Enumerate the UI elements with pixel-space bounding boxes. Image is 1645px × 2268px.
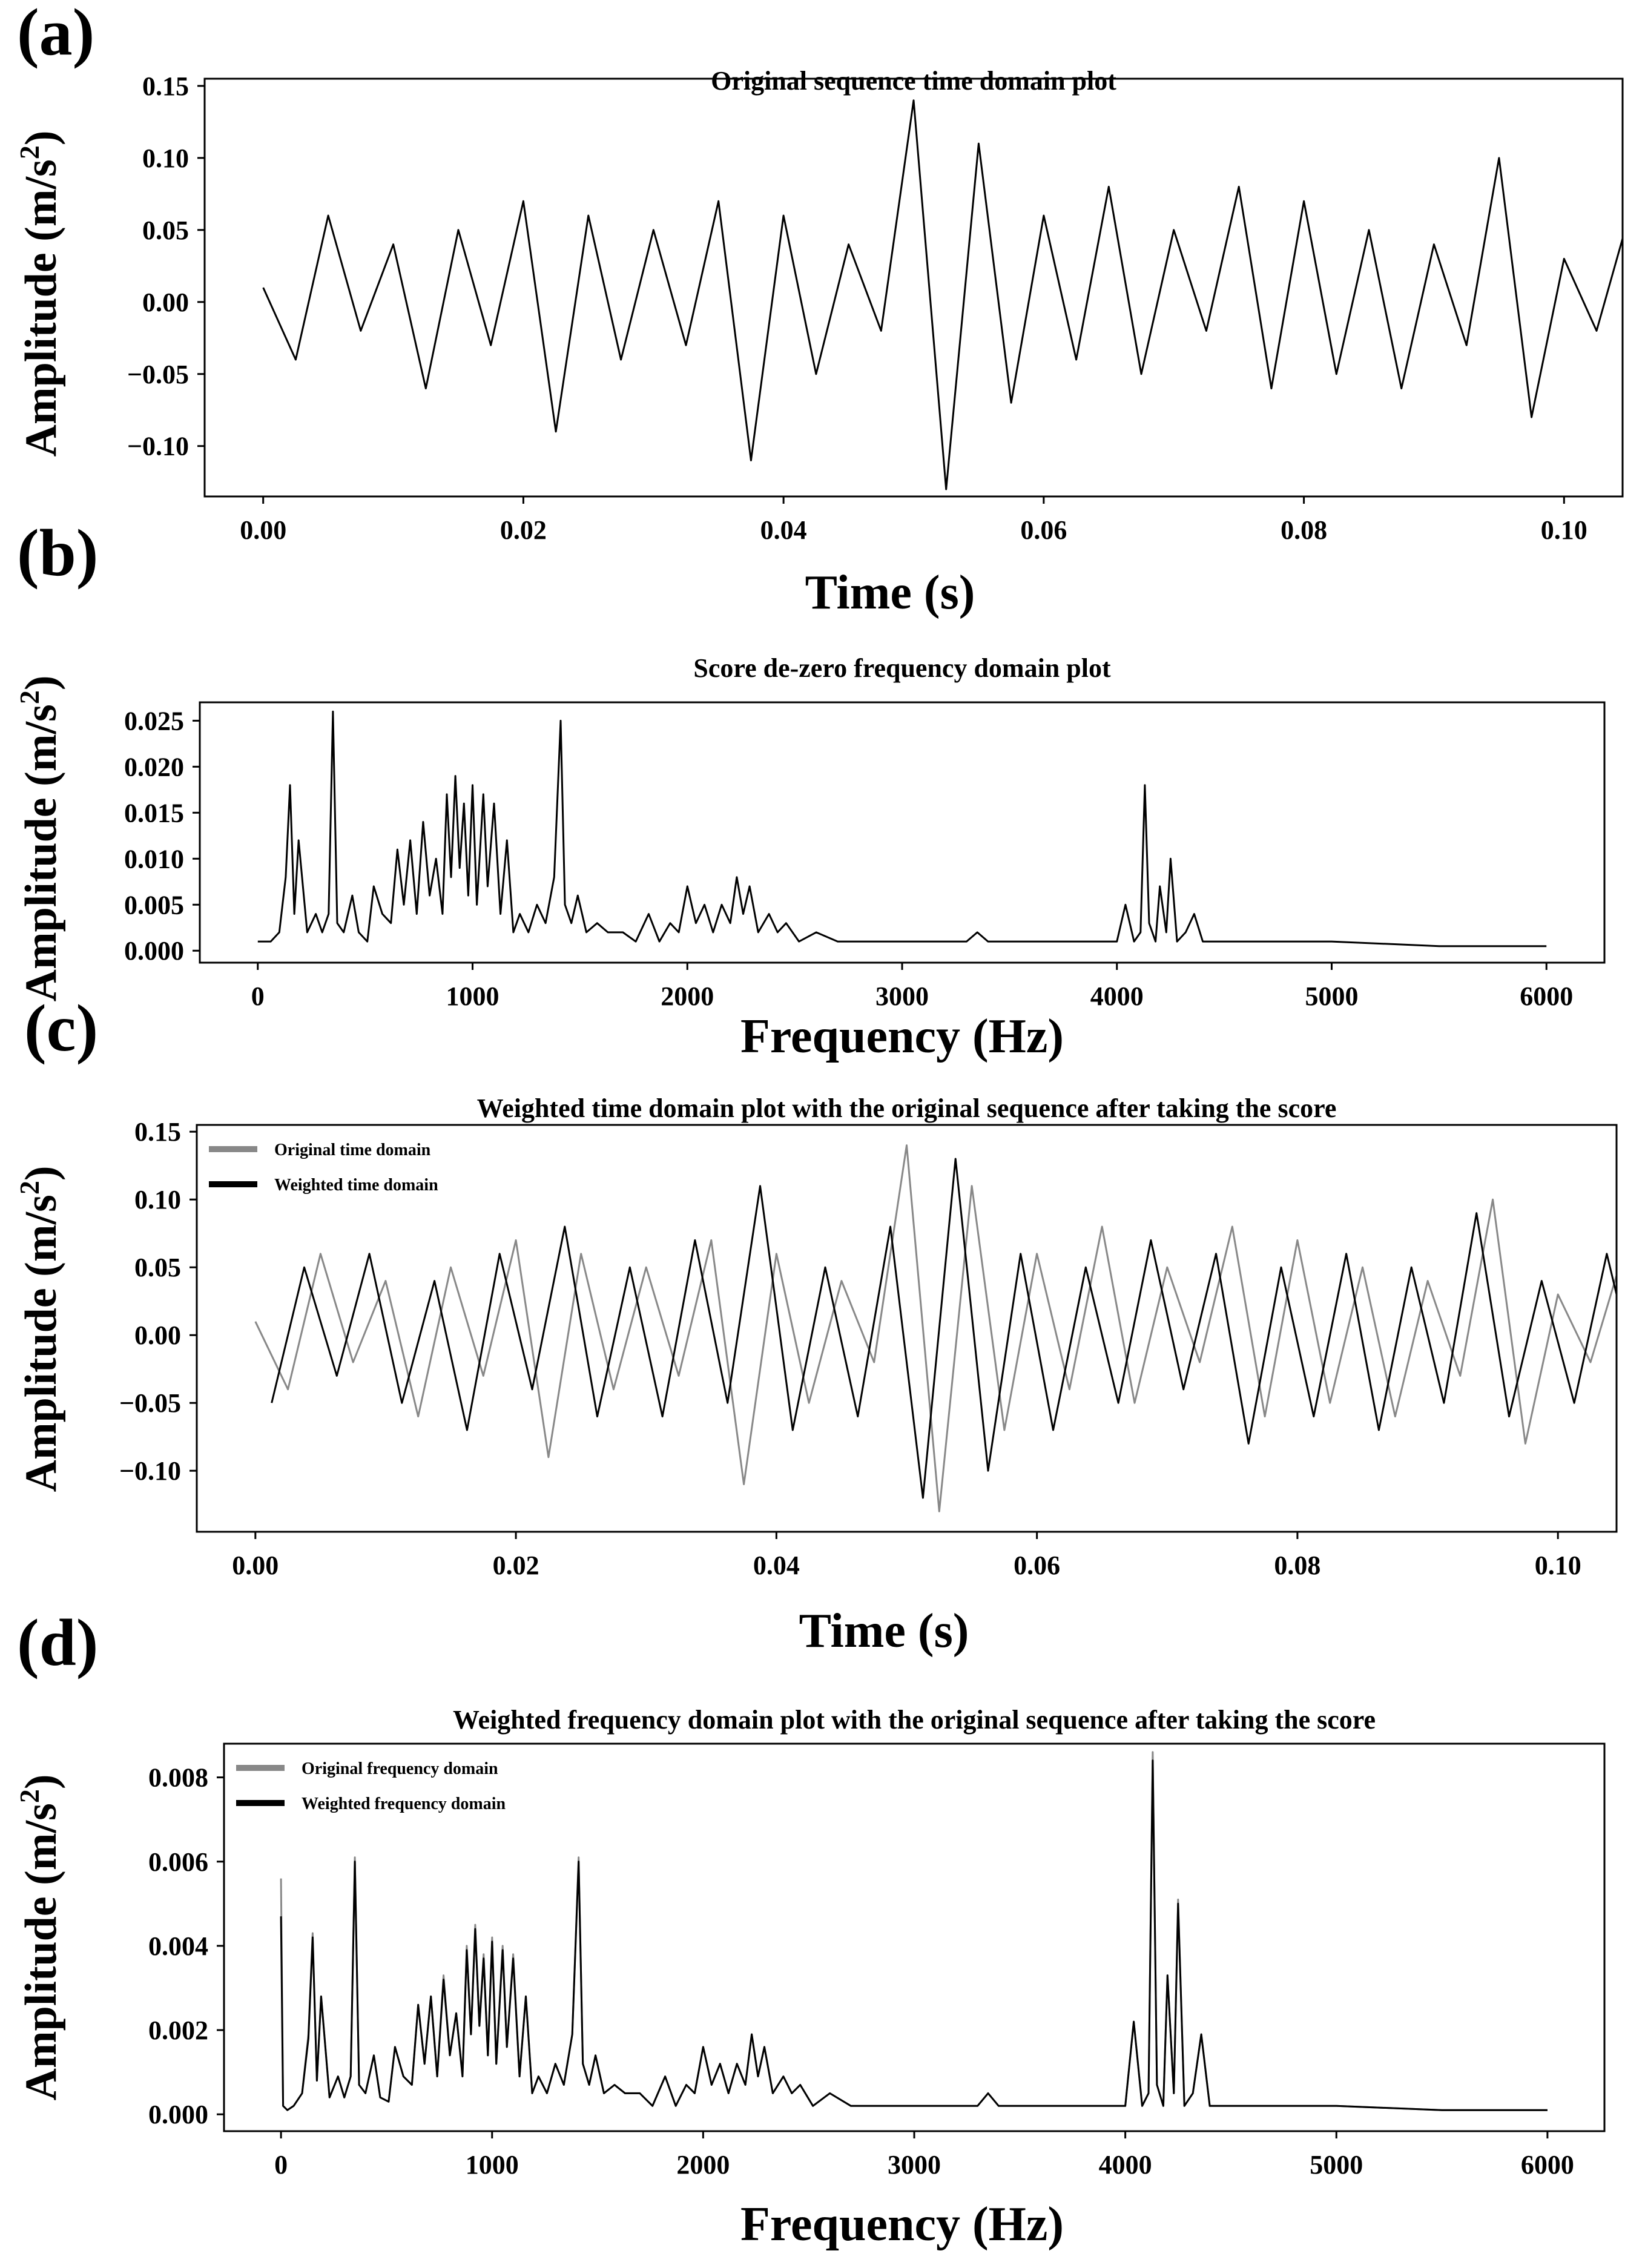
x-tick-label: 2000 bbox=[676, 2150, 730, 2180]
x-tick-label: 5000 bbox=[1305, 981, 1358, 1011]
y-tick-label: 0.025 bbox=[124, 706, 184, 736]
panel-d: (d) Weighted frequency domain plot with t… bbox=[14, 1606, 1606, 2251]
y-tick-label: −0.10 bbox=[127, 432, 189, 461]
x-tick-label: 0.10 bbox=[1535, 1551, 1581, 1580]
y-tick-label: 0.006 bbox=[148, 1847, 208, 1877]
y-tick-label: 0.000 bbox=[124, 936, 184, 966]
y-tick-label: 0.005 bbox=[124, 890, 184, 920]
x-tick-label: 4000 bbox=[1090, 981, 1144, 1011]
x-tick-label: 0 bbox=[274, 2150, 288, 2180]
plot-area-d bbox=[280, 1751, 1548, 2111]
y-tick-label: −0.10 bbox=[119, 1456, 181, 1486]
series-line-a-0 bbox=[262, 99, 1623, 490]
chart-title-b: Score de-zero frequency domain plot bbox=[693, 653, 1111, 683]
y-tick-label: −0.05 bbox=[119, 1388, 181, 1418]
x-tick-label: 0.06 bbox=[1020, 515, 1067, 545]
y-tick-label: 0.004 bbox=[148, 1931, 208, 1961]
legend-label: Weighted frequency domain bbox=[302, 1795, 506, 1813]
y-tick-label: 0.008 bbox=[148, 1763, 208, 1793]
legend-label: Original time domain bbox=[274, 1141, 431, 1159]
panel-a: (a) Original sequence time domain plot 0.0… bbox=[14, 0, 1624, 619]
panel-b: (b) Score de-zero frequency domain plot 0 1… bbox=[14, 516, 1606, 1063]
x-tick-label: 3000 bbox=[888, 2150, 941, 2180]
x-tick-label: 0.04 bbox=[753, 1551, 800, 1580]
y-tick-label: 0.002 bbox=[148, 2016, 208, 2045]
series-line-c-1 bbox=[271, 1158, 1617, 1499]
x-tick-label: 4000 bbox=[1099, 2150, 1152, 2180]
panel-c: (c) Weighted time domain plot with the or… bbox=[14, 991, 1618, 1658]
y-tick-label: 0.00 bbox=[134, 1320, 181, 1350]
x-tick-label: 0 bbox=[251, 981, 265, 1011]
y-tick-label: 0.000 bbox=[148, 2100, 208, 2129]
y-tick-label: 0.10 bbox=[134, 1185, 181, 1215]
x-tick-label: 5000 bbox=[1310, 2150, 1363, 2180]
y-tick-label: 0.05 bbox=[134, 1253, 181, 1282]
panel-label-c: (c) bbox=[24, 991, 98, 1065]
x-tick-label: 0.00 bbox=[232, 1551, 279, 1580]
series-line-d-1 bbox=[280, 1759, 1548, 2111]
panel-label-d: (d) bbox=[17, 1606, 98, 1680]
axes-frame-c bbox=[196, 1124, 1618, 1533]
x-tick-label: 0.02 bbox=[493, 1551, 539, 1580]
plot-area-b bbox=[257, 710, 1547, 948]
x-tick-label: 6000 bbox=[1520, 981, 1573, 1011]
series-line-b-0 bbox=[257, 710, 1547, 948]
panel-label-b: (b) bbox=[17, 516, 98, 590]
y-tick-label: −0.05 bbox=[127, 360, 189, 389]
plot-area-a bbox=[262, 99, 1623, 490]
x-tick-label: 1000 bbox=[446, 981, 499, 1011]
x-tick-label: 0.02 bbox=[500, 515, 547, 545]
legend-c: Original time domain Weighted time domain bbox=[209, 1141, 438, 1195]
x-tick-label: 0.06 bbox=[1014, 1551, 1060, 1580]
series-line-c-0 bbox=[254, 1144, 1617, 1512]
y-tick-label: 0.010 bbox=[124, 844, 184, 874]
y-tick-label: 0.15 bbox=[134, 1117, 181, 1147]
y-tick-label: 0.015 bbox=[124, 798, 184, 828]
legend-label: Original frequency domain bbox=[302, 1759, 498, 1778]
axes-frame-b bbox=[199, 701, 1606, 964]
legend-d: Original frequency domain Weighted freque… bbox=[236, 1759, 506, 1813]
y-tick-label: 0.10 bbox=[142, 143, 189, 173]
legend-label: Weighted time domain bbox=[274, 1176, 438, 1195]
x-tick-label: 0.08 bbox=[1281, 515, 1327, 545]
y-axis-label-b: Amplitude (m/s2) bbox=[14, 676, 66, 1002]
x-tick-label: 2000 bbox=[661, 981, 714, 1011]
y-tick-label: 0.15 bbox=[142, 71, 189, 101]
axes-frame-a bbox=[203, 77, 1624, 498]
x-tick-label: 0.04 bbox=[760, 515, 807, 545]
y-tick-label: 0.020 bbox=[124, 752, 184, 782]
x-axis-label-d: Frequency (Hz) bbox=[740, 2198, 1064, 2251]
chart-title-d: Weighted frequency domain plot with the … bbox=[453, 1705, 1376, 1735]
y-axis-label-c: Amplitude (m/s2) bbox=[14, 1166, 66, 1492]
chart-title-c: Weighted time domain plot with the origi… bbox=[477, 1093, 1337, 1123]
y-tick-label: 0.00 bbox=[142, 288, 189, 317]
y-axis-label-a: Amplitude (m/s2) bbox=[14, 131, 66, 457]
x-tick-label: 6000 bbox=[1521, 2150, 1574, 2180]
y-axis-label-d: Amplitude (m/s2) bbox=[14, 1775, 66, 2101]
chart-title-a: Original sequence time domain plot bbox=[711, 66, 1116, 96]
x-axis-label-c: Time (s) bbox=[799, 1604, 969, 1658]
x-tick-label: 3000 bbox=[875, 981, 929, 1011]
x-tick-label: 1000 bbox=[466, 2150, 519, 2180]
x-axis-label-b: Frequency (Hz) bbox=[740, 1010, 1064, 1063]
plot-area-c bbox=[254, 1144, 1617, 1512]
x-axis-label-a: Time (s) bbox=[805, 566, 975, 619]
panel-label-a: (a) bbox=[17, 0, 94, 69]
y-tick-label: 0.05 bbox=[142, 216, 189, 245]
x-tick-label: 0.10 bbox=[1541, 515, 1587, 545]
x-tick-label: 0.08 bbox=[1274, 1551, 1320, 1580]
x-tick-label: 0.00 bbox=[240, 515, 286, 545]
